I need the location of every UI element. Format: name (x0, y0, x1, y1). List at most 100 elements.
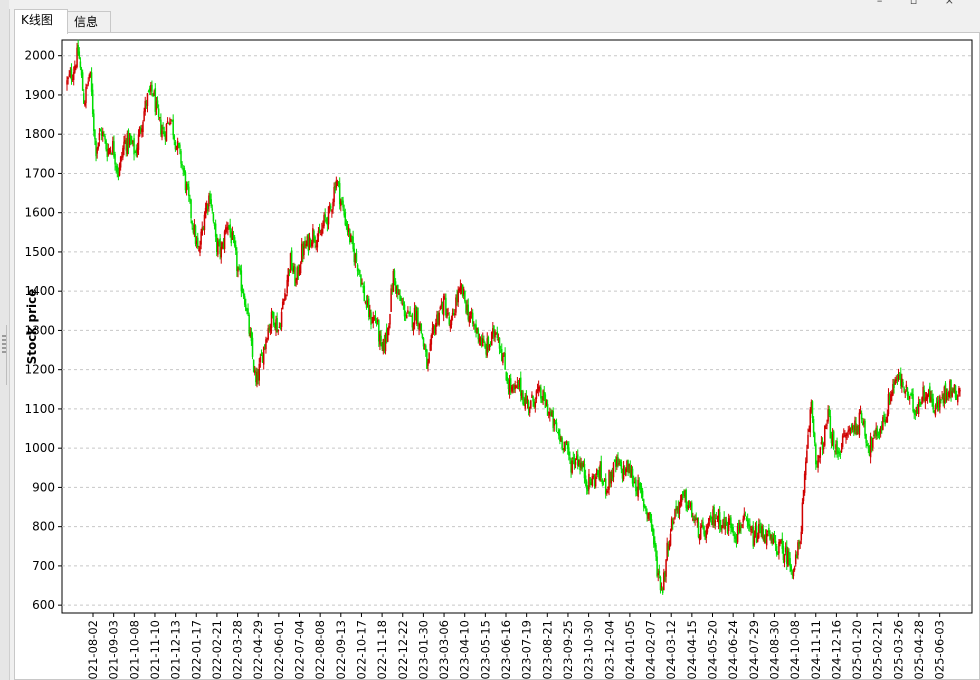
candle-body (340, 200, 342, 207)
candle-body (422, 338, 425, 347)
candle-body (533, 401, 535, 407)
candle-body (710, 515, 712, 520)
candle-body (686, 504, 689, 510)
candle-body (770, 534, 772, 539)
candle-body (838, 452, 841, 454)
candle-body (726, 525, 729, 533)
candle-body (241, 289, 244, 293)
candle-body (94, 129, 96, 140)
candle-body (295, 279, 297, 284)
candle-body (572, 457, 575, 460)
candle-body (664, 573, 666, 576)
candle-body (482, 338, 484, 347)
candle-body (716, 521, 719, 523)
candle-body (863, 420, 865, 424)
candle-body (704, 530, 706, 540)
candle-body (532, 395, 534, 402)
x-tick-label: 2022-01-17 (189, 620, 203, 679)
candle-body (429, 343, 431, 351)
candle-body (939, 396, 941, 408)
candle-body (786, 546, 788, 564)
candle-body (656, 556, 658, 577)
splitter-grip-icon[interactable] (2, 335, 6, 355)
window-controls[interactable]: – ▫ × (876, 0, 966, 7)
candle-body (190, 199, 192, 219)
x-tick-label: 2022-07-04 (293, 620, 307, 679)
candle-body (790, 565, 792, 572)
candle-body (798, 542, 800, 547)
candle-body (748, 524, 750, 526)
candle-body (78, 51, 81, 59)
candle-body (666, 542, 668, 561)
x-tick-label: 2022-04-29 (251, 620, 265, 679)
candle-body (217, 241, 219, 255)
candle-body (674, 509, 676, 519)
candle-body (188, 186, 190, 196)
candle-body (788, 551, 790, 560)
candle-body (874, 431, 876, 436)
candle-body (922, 386, 924, 401)
tab-kline[interactable]: K线图 (14, 9, 68, 34)
candle-body (886, 413, 889, 423)
candle-body (658, 570, 661, 574)
candle-body (779, 541, 781, 544)
candle-body (763, 536, 766, 542)
candle-body (665, 559, 667, 577)
candle-body (831, 434, 834, 446)
candle-body (860, 413, 863, 420)
x-tick-label: 2022-06-01 (272, 620, 286, 679)
left-splitter[interactable] (0, 0, 10, 680)
candle-body (805, 461, 807, 476)
candle-body (703, 526, 705, 535)
candle-body (669, 533, 672, 546)
candle-body (907, 394, 910, 397)
candle-body (178, 143, 180, 147)
candle-body (331, 210, 333, 212)
candle-body (426, 349, 428, 369)
candle-body (775, 546, 778, 555)
candle-body (606, 490, 608, 493)
candle-body (183, 167, 186, 173)
y-tick-label: 2000 (24, 49, 55, 63)
candle-body (159, 117, 161, 119)
candle-body (810, 401, 813, 412)
candle-body (371, 322, 373, 324)
candle-body (140, 128, 142, 131)
candle-body (203, 214, 206, 230)
candle-body (735, 537, 738, 543)
candle-body (678, 502, 681, 514)
candle-body (411, 313, 414, 328)
candle-body (478, 338, 481, 342)
candle-body (691, 502, 693, 518)
candle-body (81, 72, 84, 91)
candle-body (895, 379, 898, 381)
candle-body (769, 533, 771, 540)
candle-body (80, 69, 83, 76)
candle-body (258, 363, 260, 381)
candle-body (862, 422, 864, 426)
candle-body (309, 239, 312, 247)
candle-body (673, 521, 675, 523)
candle-body (894, 380, 896, 385)
candle-body (759, 525, 761, 530)
y-tick-label: 900 (32, 480, 55, 494)
candle-body (365, 301, 368, 309)
candle-body (959, 389, 961, 392)
candle-body (200, 231, 202, 245)
candle-body (170, 119, 172, 121)
candle-body (749, 524, 751, 529)
candle-body (243, 296, 246, 305)
x-tick-label: 2022-12-22 (396, 620, 410, 679)
candle-body (931, 393, 933, 402)
candle-body (881, 425, 883, 431)
candle-body (103, 134, 105, 136)
candle-body (119, 156, 122, 168)
candle-body (800, 531, 803, 541)
candle-body (498, 337, 501, 349)
candle-body (157, 108, 160, 117)
candle-body (382, 339, 385, 352)
candle-body (957, 396, 959, 403)
tab-info[interactable]: 信息 (67, 11, 111, 33)
y-tick-label: 600 (32, 598, 55, 612)
x-tick-label: 2024-10-08 (788, 620, 802, 679)
